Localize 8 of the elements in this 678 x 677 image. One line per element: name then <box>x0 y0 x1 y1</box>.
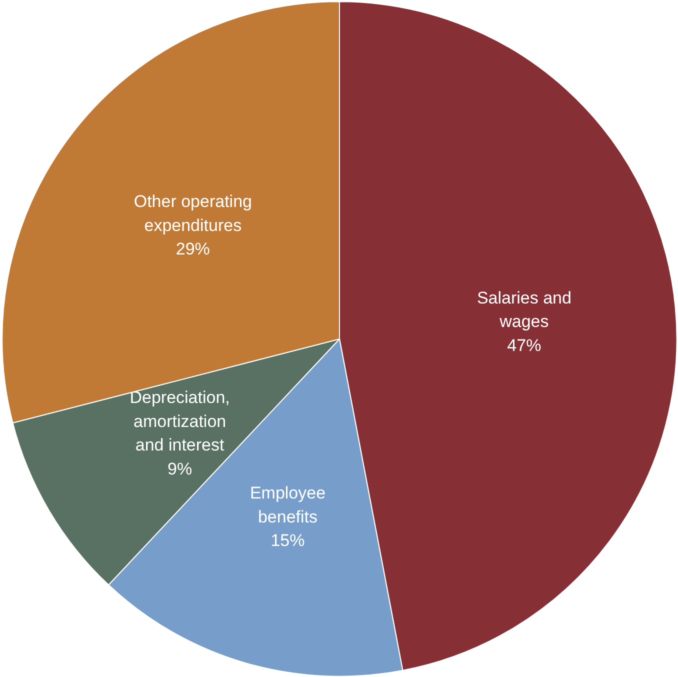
data-label: 15% <box>270 531 305 550</box>
data-label: 9% <box>168 459 192 478</box>
data-label: 29% <box>176 240 210 259</box>
slice-label: Salaries and wages <box>476 288 572 332</box>
data-label: 47% <box>507 336 542 355</box>
slice-label: Other operating expenditures <box>134 192 252 235</box>
slice-label: Depreciation, amortization and interest <box>130 388 230 455</box>
slice-label: Employee benefits <box>250 484 326 526</box>
